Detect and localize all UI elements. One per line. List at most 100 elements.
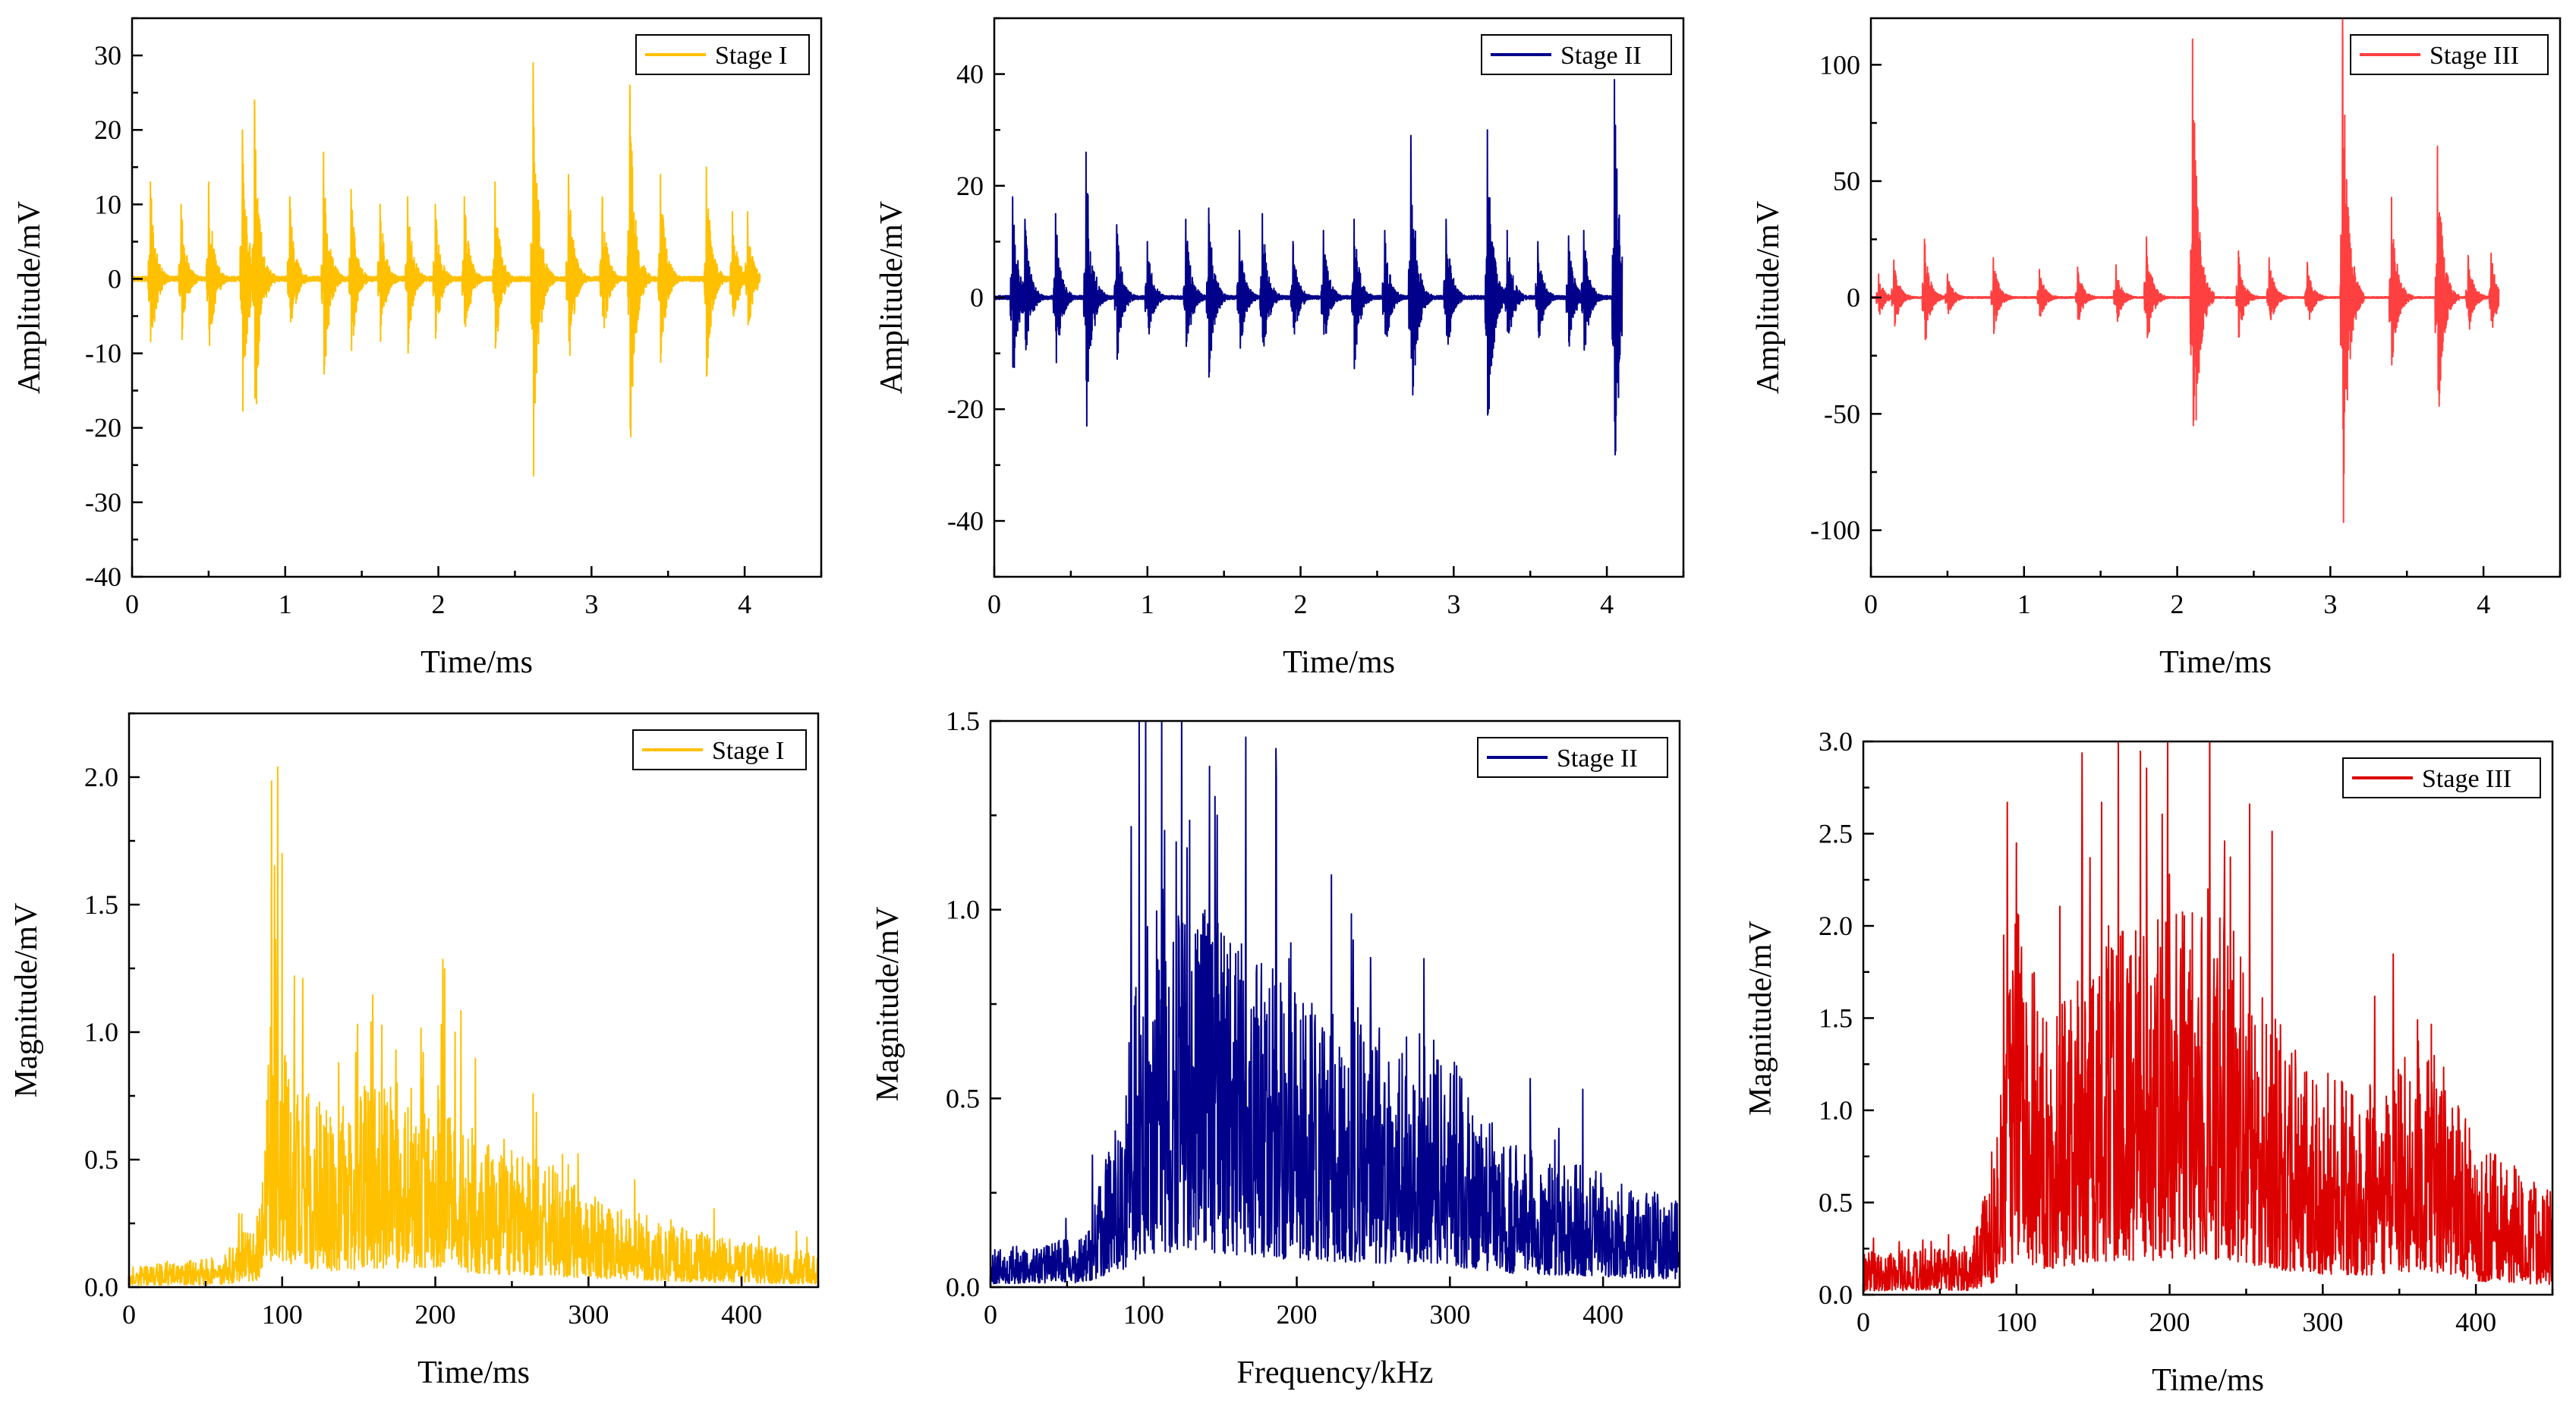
y-tick-label: -50: [1824, 398, 1860, 429]
y-tick-label: 2.0: [1819, 911, 1853, 941]
x-axis-label: Frequency/kHz: [1237, 1355, 1434, 1390]
y-tick-label: 2.5: [1819, 819, 1853, 849]
chart-panel-top-middle: 0 1 2 3 4 -40 -20 0 20 40 Time/ms Amplitude/mV Stage…: [874, 17, 1685, 680]
x-tick-label: 0: [122, 1299, 136, 1330]
x-tick-label: 2: [432, 589, 446, 619]
x-tick-label: 400: [721, 1299, 762, 1330]
x-tick-label: 300: [2302, 1307, 2343, 1337]
y-tick-label: 0.0: [1819, 1280, 1853, 1310]
y-tick-label: 3.0: [1819, 726, 1853, 757]
series-line-stage-i: [129, 766, 818, 1286]
y-tick-label: -20: [947, 394, 984, 424]
x-tick-label: 1: [279, 589, 292, 619]
x-tick-label: 2: [1294, 589, 1308, 619]
x-tick-label: 300: [568, 1299, 609, 1330]
y-tick-label: 0.0: [84, 1272, 118, 1302]
legend-label: Stage III: [2430, 42, 2519, 70]
x-tick-label: 4: [2477, 589, 2490, 619]
x-tick-label: 2: [2171, 589, 2184, 619]
y-axis-label: Amplitude/mV: [1751, 201, 1786, 394]
chart-panel-top-left: 0 1 2 3 4 -40 -30 -20 -10 0 10 20 30 Time/ms Amplitude…: [12, 17, 823, 680]
y-axis-label: Amplitude/mV: [12, 201, 47, 394]
legend-label: Stage I: [715, 42, 787, 70]
y-tick-label: 0.5: [1819, 1188, 1853, 1218]
y-tick-label: -40: [85, 562, 121, 592]
y-tick-label: -30: [85, 487, 121, 518]
x-tick-label: 300: [1429, 1299, 1470, 1330]
x-tick-label: 0: [125, 589, 139, 619]
x-tick-label: 0: [984, 1299, 997, 1330]
x-axis-label: Time/ms: [420, 645, 533, 680]
y-tick-label: 1.0: [84, 1017, 118, 1047]
x-tick-label: 4: [738, 589, 751, 619]
y-tick-label: 100: [1819, 49, 1860, 80]
x-tick-label: 0: [1864, 589, 1878, 619]
legend: Stage I: [635, 34, 810, 75]
plot-frame: [128, 712, 820, 1289]
x-tick-label: 100: [1123, 1299, 1164, 1330]
x-tick-label: 0: [1856, 1307, 1870, 1337]
series-line-stage-i: [132, 61, 761, 477]
x-tick-label: 400: [2455, 1307, 2496, 1337]
x-tick-label: 3: [584, 589, 598, 619]
y-axis-label: Magnitude/mV: [871, 907, 905, 1102]
series-line-stage-iii: [1871, 18, 2500, 524]
legend-label: Stage I: [712, 737, 784, 765]
y-tick-label: 20: [94, 115, 121, 145]
y-tick-label: 50: [1833, 166, 1860, 197]
legend-label: Stage III: [2422, 765, 2511, 793]
y-tick-label: 2.0: [84, 762, 118, 792]
x-axis-label: Time/ms: [2159, 645, 2272, 680]
y-tick-label: 0: [108, 263, 121, 294]
x-tick-label: 200: [1277, 1299, 1318, 1330]
legend: Stage III: [2350, 34, 2549, 75]
y-tick-label: 1.0: [1819, 1095, 1853, 1125]
y-tick-label: 20: [956, 171, 984, 201]
x-tick-label: 0: [987, 589, 1001, 619]
x-tick-label: 1: [1141, 589, 1154, 619]
series-line-stage-ii: [990, 721, 1680, 1285]
y-tick-label: 0: [1847, 282, 1860, 313]
y-tick-label: 0.5: [84, 1144, 118, 1175]
chart-panel-bottom-right: 0 100 200 300 400 0.0 0.5 1.0 1.5 2.0 2.5 3.0 Time/m…: [1743, 726, 2554, 1398]
y-tick-label: 0.5: [946, 1083, 980, 1113]
x-tick-label: 200: [415, 1299, 456, 1330]
x-tick-label: 100: [262, 1299, 303, 1330]
y-tick-label: -40: [947, 505, 984, 536]
y-tick-label: 1.5: [84, 889, 118, 920]
legend: Stage II: [1477, 737, 1668, 778]
x-tick-label: 400: [1582, 1299, 1623, 1330]
y-tick-label: 0.0: [946, 1272, 980, 1302]
chart-panel-bottom-middle: 0 100 200 300 400 0.0 0.5 1.0 1.5 Frequency/kHz Ma…: [871, 706, 1681, 1390]
chart-panel-bottom-left: 0 100 200 300 400 0.0 0.5 1.0 1.5 2.0 Time/ms Magni…: [9, 712, 820, 1390]
x-tick-label: 3: [1447, 589, 1460, 619]
x-tick-label: 200: [2149, 1307, 2190, 1337]
legend-label: Stage II: [1557, 744, 1638, 773]
y-tick-label: -20: [85, 413, 121, 443]
y-tick-label: 40: [956, 59, 984, 90]
y-tick-label: -10: [85, 338, 121, 369]
x-axis-label: Time/ms: [417, 1355, 530, 1390]
y-tick-label: 1.5: [946, 706, 980, 736]
plot-frame: [131, 17, 823, 578]
x-tick-label: 3: [2323, 589, 2337, 619]
y-tick-label: 0: [970, 282, 984, 313]
y-tick-label: 10: [94, 189, 121, 219]
legend: Stage III: [2342, 757, 2541, 798]
y-axis-label: Magnitude/mV: [9, 903, 44, 1098]
series-line-stage-iii: [1863, 741, 2552, 1292]
y-tick-label: 1.5: [1819, 1003, 1853, 1034]
legend-label: Stage II: [1560, 42, 1642, 70]
x-tick-label: 1: [2017, 589, 2031, 619]
chart-panel-top-right: 0 1 2 3 4 -100 -50 0 50 100 Time/ms Amplitude/mV Sta…: [1751, 17, 2562, 680]
legend: Stage I: [632, 729, 807, 770]
legend: Stage II: [1481, 34, 1672, 75]
y-axis-label: Amplitude/mV: [874, 201, 909, 394]
x-axis-label: Time/ms: [2152, 1363, 2264, 1398]
series-line-stage-ii: [994, 79, 1623, 456]
y-axis-label: Magnitude/mV: [1743, 921, 1778, 1116]
y-tick-label: 1.0: [946, 895, 980, 925]
x-tick-label: 100: [1996, 1307, 2037, 1337]
y-tick-label: 30: [94, 40, 121, 71]
